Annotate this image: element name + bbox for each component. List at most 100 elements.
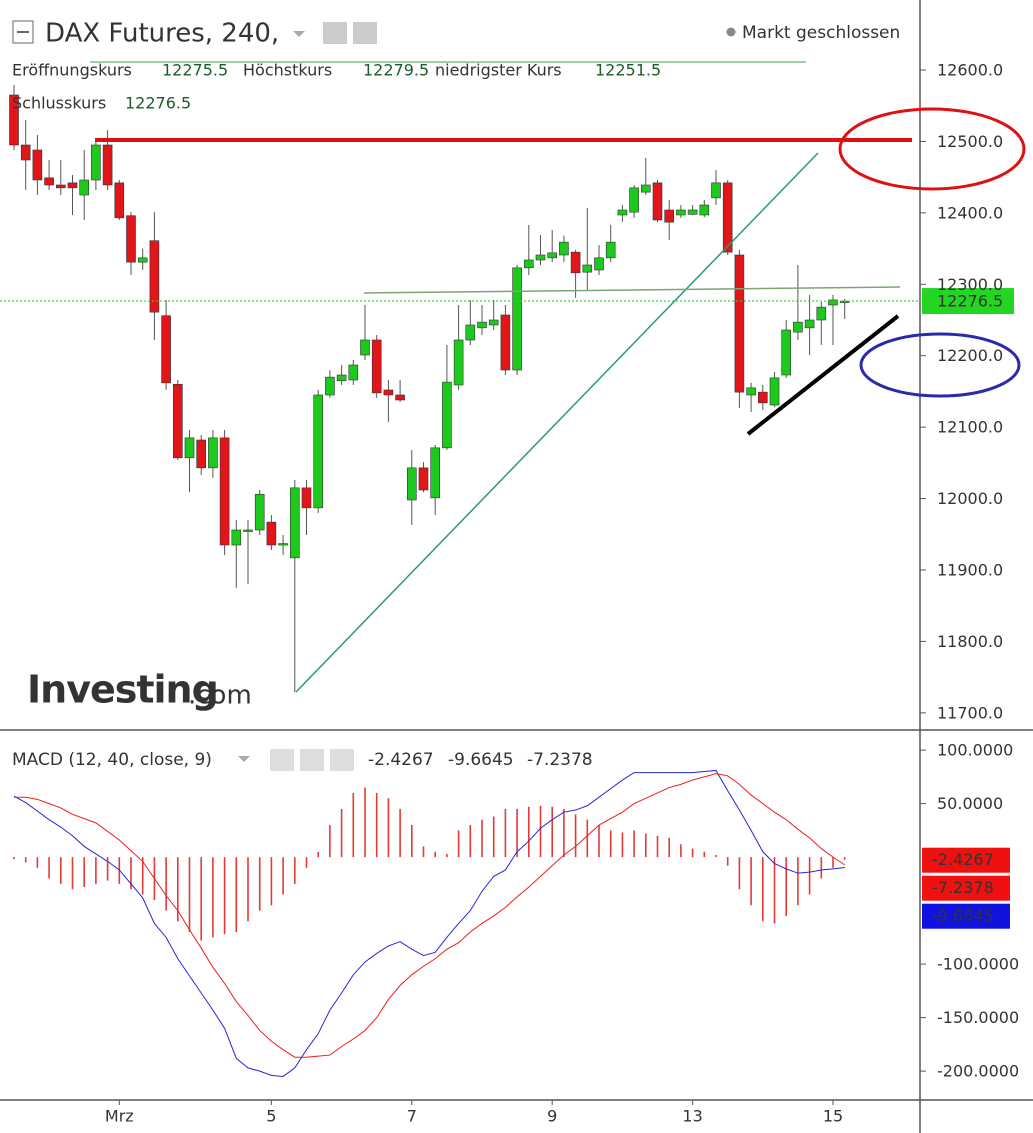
candle-body [254,493,265,531]
y-tick-label: 100.0000 [937,741,1013,760]
indicator-line [13,769,845,1077]
x-tick-label: 9 [547,1107,557,1126]
candle-body [418,467,429,491]
candle-body [594,257,604,271]
candle-body [828,299,838,306]
candle-body [266,521,277,546]
candle-body [570,251,581,274]
candle-body [196,439,206,469]
ohlc-value: 12275.5 [162,61,228,80]
eye-icon[interactable] [270,749,294,771]
drawn-ellipse [838,107,1026,191]
overlay-layer: 12276.5 12600.0 12500.0 12400.0 12300.0 12200… [105,61,1019,1126]
candle-body [559,241,569,256]
candle-body [757,391,768,404]
candle-body [442,381,452,449]
watermark: Investing [27,668,218,712]
x-tick-label: 5 [266,1107,276,1126]
candle-body [711,182,721,199]
candle-body [722,182,733,253]
x-tick-label: Mrz [105,1107,134,1126]
y-tick-label: 11900.0 [937,561,1003,580]
y-tick-label: -200.0000 [937,1062,1019,1081]
candle-body [137,257,148,263]
drawn-support [746,314,900,436]
last-price-label: 12276.5 [937,292,1003,311]
ohlc-label: Höchstkurs [243,61,332,80]
candle-body [55,184,66,189]
y-tick-label: 11700.0 [937,703,1003,722]
candle-body [102,144,113,186]
candle-body [430,447,441,499]
candle-body [114,182,125,219]
candle-body [617,209,628,216]
candle-body [488,319,499,326]
value-box-label: -7.2378 [932,878,994,897]
candle-body [9,94,19,146]
candle-body [91,144,101,181]
y-tick-label: 12100.0 [937,418,1003,437]
close-icon[interactable] [330,749,354,771]
settings-icon[interactable] [353,22,377,44]
candle-body [477,321,487,329]
y-tick-label: -150.0000 [937,1008,1019,1027]
market-status: Markt geschlossen [742,23,900,43]
dropdown-icon[interactable] [238,756,250,762]
candle-body [547,252,558,259]
candle-body [406,467,417,501]
candle-body [161,315,171,384]
candle-body [67,182,78,189]
candle-body [360,339,370,356]
dropdown-icon[interactable] [293,31,305,37]
candle-body [32,149,43,181]
candle-body [652,182,663,221]
candle-body [664,209,675,223]
candle-body [184,437,195,459]
candle-body [325,376,335,396]
candle-body [465,324,476,341]
settings-icon[interactable] [300,749,324,771]
candle-body [313,394,324,509]
ohlc-value: 12276.5 [125,94,191,113]
candle-body [629,187,639,213]
value-box-label: -9.6645 [932,906,994,925]
y-tick-label: 12300.0 [937,275,1003,294]
candle-body [173,383,183,459]
plot-layer [0,85,920,1077]
indicator-value: -7.2378 [527,750,593,770]
value-box-label: -2.4267 [932,850,994,869]
eye-icon[interactable] [323,22,347,44]
candle-body [512,267,522,371]
y-tick-label: 50.0000 [937,794,1003,813]
indicator-title: MACD (12, 40, close, 9) [12,750,212,770]
y-tick-label: 12000.0 [937,489,1003,508]
candle-body [44,177,54,186]
value-box [922,903,1010,929]
candle-body [781,329,792,376]
candle-body [676,209,686,216]
candle-body [734,254,745,393]
candle-body [804,319,815,329]
value-box [922,875,1010,901]
status-dot [726,27,736,37]
last-price-box [922,288,1014,315]
candle-body [746,387,756,396]
candle-body [278,543,288,546]
candle-body [395,394,405,401]
ohlc-label: Schlusskurs [12,94,106,113]
candle-body [640,184,651,193]
y-tick-label: 12500.0 [937,132,1003,151]
candle-body [208,437,218,469]
candle-body [793,321,803,333]
drawn-trendline [295,152,819,693]
candle-body [231,529,242,546]
candle-body [523,259,534,269]
ohlc-value: 12279.5 [363,61,429,80]
candle-body [769,377,780,406]
y-tick-label: 12200.0 [937,346,1003,365]
candle-body [348,364,359,381]
watermark-suffix: .com [188,681,252,711]
candle-body [336,374,347,382]
x-tick-label: 7 [407,1107,417,1126]
candle-body [582,264,593,273]
